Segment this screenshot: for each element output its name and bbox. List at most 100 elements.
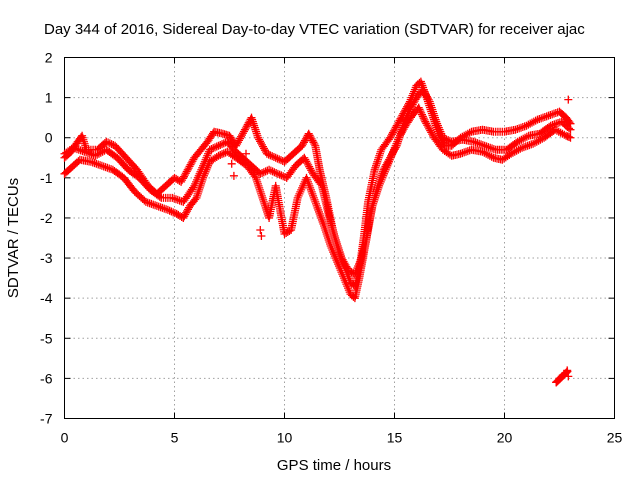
data-point [535,115,544,124]
data-point [184,205,193,214]
data-point [391,143,400,152]
data-point [304,179,313,188]
data-point [307,166,316,175]
data-point [374,155,382,164]
data-point [463,147,472,156]
data-point [253,177,262,186]
data-point [237,131,246,140]
data-point [385,155,394,164]
data-point [238,129,247,138]
data-point [272,169,281,178]
data-point [428,130,437,139]
data-point [396,114,405,123]
data-point [566,125,575,134]
data-point [388,148,397,157]
data-point [489,145,498,154]
data-point [440,134,449,143]
data-point [178,176,187,185]
data-point [544,111,553,120]
data-point [426,99,435,108]
data-point [403,111,412,120]
data-point [425,124,434,133]
data-point [374,181,383,190]
data-point [421,117,430,126]
data-point [107,165,116,174]
data-point [303,177,312,186]
data-point [511,125,520,134]
data-point [192,193,201,202]
data-point [480,141,489,150]
data-point [338,255,347,264]
data-point [204,149,213,158]
data-point [78,147,87,156]
data-point [418,110,426,119]
data-point [353,264,362,273]
data-point [167,207,176,216]
data-point [214,141,223,150]
data-point [482,142,491,151]
data-point [426,126,435,135]
data-point [431,115,440,124]
data-point [425,97,434,106]
data-point [322,229,331,238]
data-point [465,128,474,137]
data-point [410,97,419,106]
data-point [427,101,436,110]
data-point [379,165,388,174]
data-point [275,155,284,164]
data-point [392,141,401,150]
data-point [299,138,308,147]
data-point [253,179,262,188]
data-point [98,147,107,156]
x-tick-label: 25 [607,430,623,446]
data-point [151,201,160,210]
data-point [341,278,350,287]
data-point [306,133,315,142]
data-point [196,167,205,176]
data-point [171,195,180,204]
data-point [294,191,303,200]
data-point [324,236,333,245]
data-point [421,90,430,99]
data-point [462,147,470,156]
data-point [395,133,404,142]
data-point [397,127,406,136]
data-point [488,144,497,153]
data-point [308,189,317,198]
data-point [273,154,282,163]
data-point [396,131,404,140]
data-point [427,128,436,137]
data-point [518,143,527,152]
data-point [260,199,269,208]
data-point [550,120,559,129]
data-point [306,164,315,173]
data-point [414,103,423,112]
data-point [327,244,336,253]
data-point [326,242,335,251]
data-point [147,199,156,208]
data-point [205,145,214,154]
data-point [258,193,267,202]
data-point [255,135,264,144]
y-tick-label: -3 [40,250,53,266]
data-point [177,177,186,186]
data-point [257,231,266,240]
data-point [556,128,565,137]
data-point [158,203,167,212]
x-axis-label: GPS time / hours [277,457,391,474]
data-point [252,175,261,184]
data-point [420,89,429,98]
data-point [302,173,311,182]
data-point [258,142,267,151]
data-point [337,252,346,261]
data-point [182,208,191,217]
data-point [558,129,567,138]
data-point [539,113,547,122]
data-point [433,121,442,130]
data-point [251,173,260,182]
data-point [192,177,201,186]
data-point [513,137,522,146]
data-point [339,257,348,266]
data-point [552,119,561,128]
data-point [236,132,245,141]
